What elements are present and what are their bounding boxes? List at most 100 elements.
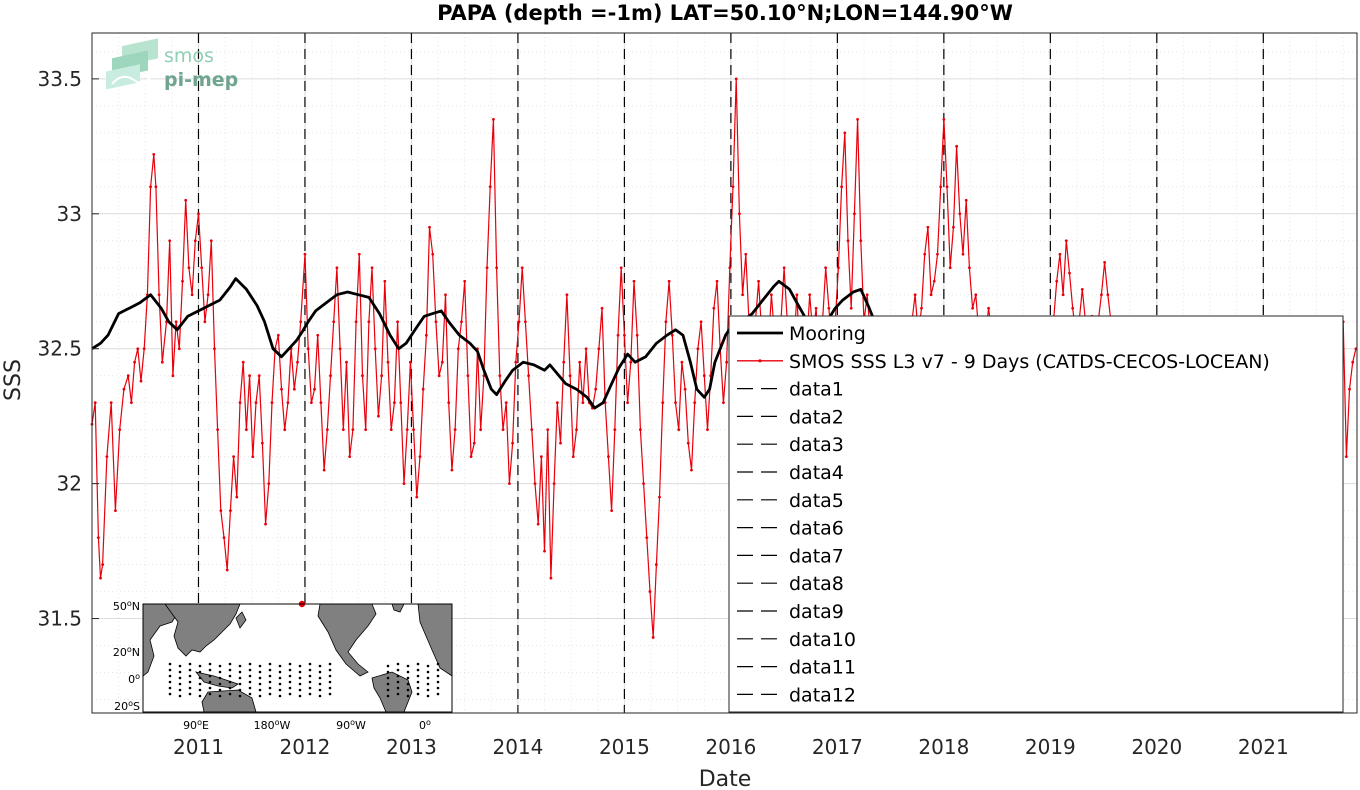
map-latitude-labels: 50oN 20oN 0o 20oS [113,599,140,713]
map-buoy-dot [258,694,262,698]
map-buoy-dot [416,674,420,678]
smos-data-point [530,428,534,432]
smos-data-point [715,279,719,283]
smos-data-point [619,266,623,270]
x-tick-label: 2015 [599,735,650,759]
map-buoy-dot [288,680,292,684]
map-buoy-dot [298,688,302,692]
smos-data-point [645,536,649,540]
inset-location-map: 50oN 20oN 0o 20oS 90oE 180oW 90oW 0o [113,599,453,732]
map-lon-label: 90oE [183,718,209,732]
smos-data-point [581,401,585,405]
smos-data-point [260,441,264,445]
smos-data-point [1061,293,1065,297]
map-buoy-dot [436,692,440,696]
smos-data-point [520,266,524,270]
logo-text-smos: smos [164,45,214,67]
y-tick-label: 33.5 [37,67,82,91]
smos-data-point [955,144,959,148]
smos-data-point [472,441,476,445]
map-buoy-dot [436,668,440,672]
smos-data-point [635,333,639,337]
smos-data-point [133,360,136,364]
smos-data-point [325,428,329,432]
smos-data-point [479,428,483,432]
map-buoy-dot [328,674,332,678]
smos-data-point [405,428,409,432]
legend-item-data10: data10 [737,629,856,651]
legend-item-data5: data5 [737,490,844,512]
map-buoy-dot [298,682,302,686]
smos-data-point [712,306,716,310]
smos-data-point [1064,239,1068,243]
smos-data-point [299,320,303,324]
smos-data-point [254,401,258,405]
map-buoy-dot [238,682,242,686]
smos-data-point [961,252,965,256]
smos-data-point [157,293,161,297]
map-buoy-dot [386,682,390,686]
smos-data-point [209,239,213,243]
smos-data-point [808,293,812,297]
smos-data-point [424,333,428,337]
smos-data-point [292,387,296,391]
smos-data-point [1058,252,1062,256]
smos-data-point [667,279,671,283]
x-tick-label: 2013 [386,735,437,759]
smos-data-point [264,522,267,526]
smos-data-point [837,266,840,270]
map-lat-label: 0o [128,672,140,686]
map-buoy-dot [426,676,430,680]
map-lon-label: 0o [419,718,431,732]
map-buoy-dot [416,662,420,666]
map-buoy-dot [168,662,172,666]
map-buoy-dot [386,688,390,692]
land-japan [235,611,247,629]
y-tick-label: 33 [57,202,82,226]
smos-data-point [696,347,700,351]
smos-data-point [722,401,725,405]
map-buoy-dot [258,688,262,692]
smos-data-point [399,401,403,405]
legend-label: SMOS SSS L3 v7 - 9 Days (CATDS-CECOS-LOC… [789,351,1270,373]
map-buoy-dot [288,674,292,678]
map-buoy-dot [178,676,182,680]
smos-data-point [174,320,178,324]
smos-data-point [286,401,290,405]
map-buoy-dot [426,670,430,674]
map-buoy-dot [386,664,390,668]
map-buoy-dot [416,680,420,684]
map-buoy-dot [268,662,272,666]
smos-data-point [309,401,313,405]
smos-data-point [926,225,930,229]
smos-data-point [99,576,102,580]
smos-data-point [670,333,674,337]
smos-data-point [511,441,515,445]
smos-data-point [597,347,601,351]
smos-data-point [114,509,117,513]
smos-data-point [952,225,955,229]
map-buoy-dot [218,682,222,686]
map-buoy-dot [218,676,222,680]
smos-data-point [508,482,511,486]
smos-data-point [795,293,799,297]
map-buoy-dot [406,682,410,686]
map-buoy-dot [436,686,440,690]
map-buoy-dot [278,676,282,680]
smos-data-point [584,347,588,351]
smos-data-point [267,482,271,486]
smos-data-point [623,333,626,337]
legend-label: data11 [789,657,856,679]
smos-data-point [149,185,152,189]
legend-box [728,315,1344,713]
legend-item-data7: data7 [737,545,844,567]
smos-data-point [367,320,371,324]
map-buoy-dot [178,664,182,668]
smos-data-point [974,293,978,297]
map-buoy-dot [318,694,322,698]
smos-data-point [386,360,390,364]
smos-data-point [118,428,122,432]
map-buoy-dot [416,686,420,690]
smos-data-point [948,266,952,270]
smos-data-point [782,266,786,270]
